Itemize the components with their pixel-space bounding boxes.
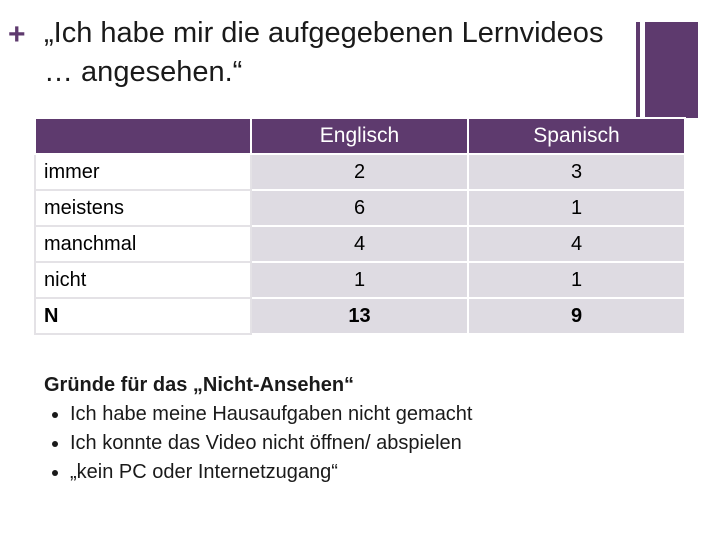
cell-value: 1	[467, 261, 686, 299]
decor-box	[645, 22, 698, 118]
reasons-title: Gründe für das „Nicht-Ansehen“	[44, 374, 355, 396]
cell-value: 4	[467, 225, 686, 263]
decor-bar	[636, 22, 640, 118]
reason-item: Ich konnte das Video nicht öffnen/ abspi…	[70, 429, 473, 458]
plus-icon: +	[8, 18, 26, 51]
row-label: nicht	[34, 261, 252, 299]
table-row: immer 2 3	[34, 153, 686, 191]
column-header: Englisch	[250, 117, 469, 155]
row-label: manchmal	[34, 225, 252, 263]
reasons: Gründe für das „Nicht-Ansehen“ Ich habe …	[44, 371, 473, 487]
cell-value: 9	[467, 297, 686, 335]
cell-value: 1	[250, 261, 469, 299]
cell-value: 3	[467, 153, 686, 191]
cell-value: 4	[250, 225, 469, 263]
table-row: meistens 6 1	[34, 189, 686, 227]
header-row: Englisch Spanisch	[34, 117, 686, 155]
column-header: Spanisch	[467, 117, 686, 155]
table-row: N 13 9	[34, 297, 686, 335]
corner-cell	[34, 117, 252, 155]
cell-value: 13	[250, 297, 469, 335]
row-label: N	[34, 297, 252, 335]
slide-title: „Ich habe mir die aufgegebenen Lernvideo…	[44, 17, 604, 88]
table-body: immer 2 3 meistens 6 1 manchmal 4 4 nicht 1 1 N 13 9	[34, 153, 686, 335]
cell-value: 2	[250, 153, 469, 191]
reason-item: Ich habe meine Hausaufgaben nicht gemach…	[70, 400, 473, 429]
cell-value: 1	[467, 189, 686, 227]
table-row: nicht 1 1	[34, 261, 686, 299]
row-label: immer	[34, 153, 252, 191]
reason-item: „kein PC oder Internetzugang“	[70, 458, 473, 487]
reasons-list: Ich habe meine Hausaufgaben nicht gemach…	[44, 400, 473, 487]
row-label: meistens	[34, 189, 252, 227]
table-row: manchmal 4 4	[34, 225, 686, 263]
results-table: Englisch Spanisch immer 2 3 meistens 6 1 manchm…	[34, 117, 686, 335]
cell-value: 6	[250, 189, 469, 227]
